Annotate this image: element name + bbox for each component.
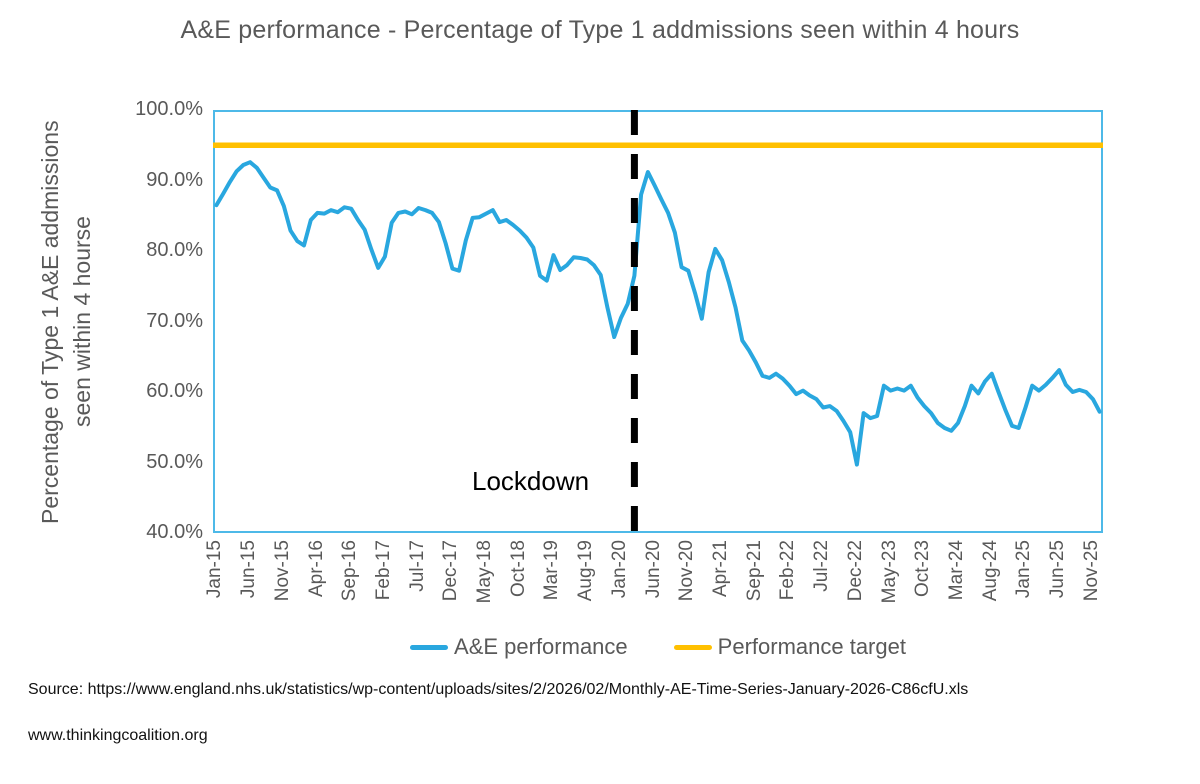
x-tick-label: Aug-24: [979, 540, 1001, 602]
x-tick-label: Jul-17: [406, 540, 428, 592]
x-tick-label: Jun-25: [1047, 540, 1069, 599]
x-tick-label: Jan-25: [1013, 540, 1035, 599]
x-tick-label: Jun-15: [238, 540, 260, 599]
x-tick-label: Feb-22: [777, 540, 799, 601]
y-axis-label-line1: Percentage of Type 1 A&E addmissions: [37, 120, 63, 524]
x-tick-label: Nov-25: [1080, 540, 1102, 602]
x-tick-label: Nov-15: [271, 540, 293, 602]
y-tick-label: 80.0%: [146, 239, 203, 261]
x-tick-label: Jun-20: [642, 540, 664, 599]
x-tick-label: Dec-22: [844, 540, 866, 602]
y-tick-label: 40.0%: [146, 521, 203, 543]
x-tick-label: Jan-20: [608, 540, 630, 599]
legend-label: A&E performance: [454, 634, 628, 659]
x-tick-label: Feb-17: [372, 540, 394, 601]
lockdown-annotation-label: Lockdown: [472, 466, 590, 496]
y-tick-label: 60.0%: [146, 380, 203, 402]
chart-title: A&E performance - Percentage of Type 1 a…: [180, 16, 1020, 44]
legend-item-ae-performance: A&E performance: [410, 634, 628, 660]
x-tick-label: Mar-24: [946, 540, 968, 601]
chart-svg: [213, 110, 1103, 533]
legend-label: Performance target: [717, 634, 906, 659]
x-tick-label: Apr-21: [710, 540, 732, 598]
ae-performance-line: [214, 160, 1102, 467]
x-tick-label: Oct-18: [507, 540, 529, 598]
y-tick-label: 70.0%: [146, 309, 203, 332]
x-tick-label: Jan-15: [204, 540, 226, 599]
x-tick-label: Oct-23: [912, 540, 934, 598]
y-tick-label: 50.0%: [146, 450, 203, 473]
x-tick-label: May-18: [474, 540, 496, 604]
website-text: www.thinkingcoalition.org: [28, 727, 208, 744]
x-tick-label: May-23: [878, 540, 900, 604]
source-text: Source: https://www.england.nhs.uk/stati…: [28, 681, 969, 698]
ae-performance-line-swatch: [410, 644, 449, 650]
x-tick-label: Jul-22: [811, 540, 833, 592]
y-axis-label-line2: seen within 4 hourse: [69, 216, 96, 428]
x-tick-label: Sep-21: [743, 540, 765, 602]
legend-item-performance-target: Performance target: [673, 634, 906, 660]
x-tick-label: Dec-17: [440, 540, 462, 602]
x-tick-label: Apr-16: [305, 540, 327, 598]
x-tick-label: Aug-19: [575, 540, 597, 602]
performance-target-line-swatch: [673, 644, 712, 650]
y-axis-label: Percentage of Type 1 A&E addmissions see…: [34, 88, 98, 556]
legend: A&E performance Performance target: [213, 634, 1103, 660]
x-tick-label: Mar-19: [541, 540, 563, 601]
y-tick-label: 90.0%: [146, 168, 203, 191]
x-tick-label: Nov-20: [676, 540, 698, 602]
plot-area: [213, 110, 1103, 533]
y-tick-label: 100.0%: [135, 98, 203, 120]
x-tick-label: Sep-16: [339, 540, 361, 602]
